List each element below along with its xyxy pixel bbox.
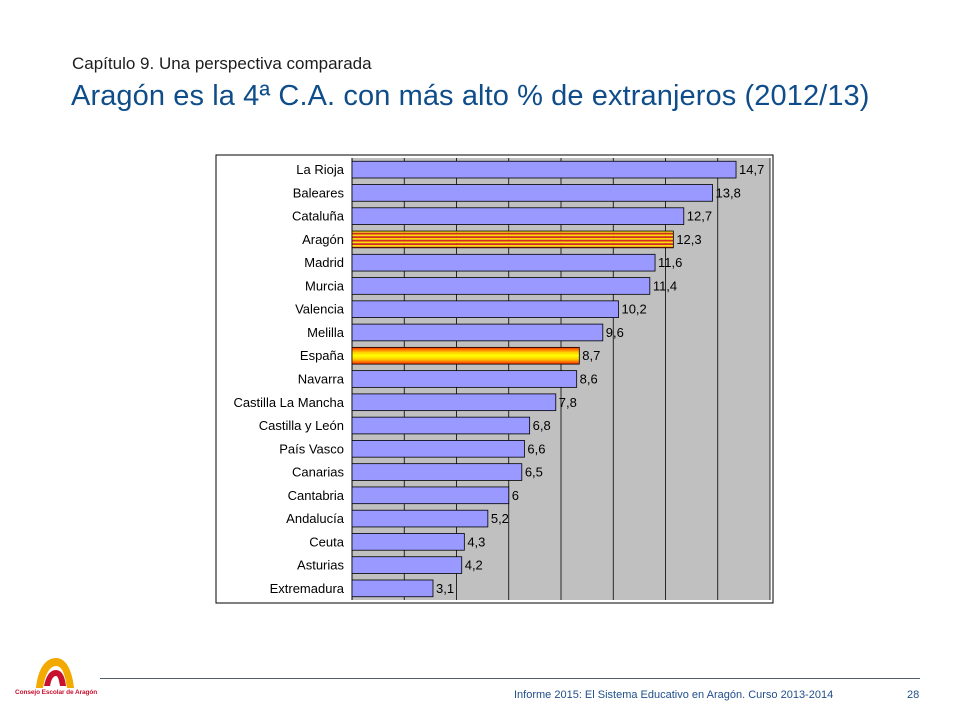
page-number: 28: [907, 689, 920, 701]
value-label: 14,7: [739, 162, 764, 177]
value-label: 7,8: [559, 395, 577, 410]
value-label: 8,6: [580, 372, 598, 387]
value-label: 8,7: [582, 348, 600, 363]
value-label: 5,2: [491, 511, 509, 526]
category-label: Ceuta: [309, 534, 344, 549]
category-label: La Rioja: [296, 162, 344, 177]
value-label: 11,6: [658, 255, 682, 270]
category-label: Navarra: [298, 372, 345, 387]
category-label: Valencia: [295, 302, 345, 317]
bar-murcia: [351, 277, 651, 295]
value-label: 6: [512, 488, 519, 503]
logo-caption: Consejo Escolar de Aragón: [15, 689, 98, 696]
logo-mark-icon: [36, 658, 74, 688]
value-label: 11,4: [653, 278, 677, 293]
bar-chart-svg: La Rioja 14,7 Baleares 13,8 Cataluña 12,7 Arag…: [215, 154, 774, 604]
bar-extremadura: [351, 579, 434, 598]
value-label: 6,5: [525, 465, 543, 480]
category-label: Castilla La Mancha: [233, 395, 344, 410]
category-label: Extremadura: [270, 581, 345, 596]
bar-país-vasco: [351, 440, 525, 458]
category-label: Andalucía: [286, 511, 345, 526]
bar-madrid: [351, 253, 656, 272]
value-label: 4,3: [467, 534, 485, 549]
category-label: Melilla: [307, 325, 345, 340]
category-label: Murcia: [305, 278, 345, 293]
value-label: 4,2: [465, 558, 483, 573]
bar-andalucía: [351, 509, 489, 528]
category-label: Cataluña: [292, 209, 345, 224]
bar-cantabria: [351, 486, 510, 505]
bar-navarra: [351, 370, 578, 388]
bar-asturias: [351, 556, 463, 574]
value-label: 12,7: [687, 209, 712, 224]
bar-ceuta: [351, 533, 465, 551]
value-label: 10,2: [621, 302, 646, 317]
category-label: Cantabria: [288, 488, 345, 503]
consejo-escolar-logo: [14, 650, 96, 700]
value-label: 13,8: [716, 185, 741, 200]
bar-aragón: [351, 230, 674, 249]
bar-melilla: [351, 323, 604, 342]
category-label: Aragón: [302, 232, 344, 247]
chapter-subtitle: Capítulo 9. Una perspectiva comparada: [72, 54, 372, 73]
category-label: Madrid: [304, 255, 344, 270]
bar-baleares: [351, 184, 713, 202]
category-label: Baleares: [293, 185, 345, 200]
bar-españa: [351, 346, 580, 365]
value-label: 6,6: [527, 441, 545, 456]
slide-title: Aragón es la 4ª C.A. con más alto % de e…: [71, 80, 870, 112]
bar-chart: La Rioja 14,7 Baleares 13,8 Cataluña 12,7 Arag…: [215, 154, 774, 604]
bar-castilla-y-león: [351, 416, 531, 435]
category-label: Castilla y León: [259, 418, 344, 433]
value-label: 6,8: [533, 418, 551, 433]
value-label: 9,6: [606, 325, 624, 340]
bar-la-rioja: [351, 160, 737, 179]
bar-castilla-la-mancha: [351, 393, 557, 412]
bar-cataluña: [351, 207, 685, 225]
footer-divider: [100, 678, 920, 679]
bar-canarias: [351, 463, 523, 481]
category-label: Asturias: [297, 558, 344, 573]
category-label: España: [300, 348, 345, 363]
value-label: 12,3: [676, 232, 701, 247]
category-label: País Vasco: [279, 441, 344, 456]
footer-report-title: Informe 2015: El Sistema Educativo en Ar…: [514, 689, 834, 701]
bar-valencia: [351, 300, 619, 318]
category-label: Canarias: [292, 465, 345, 480]
value-label: 3,1: [436, 581, 454, 596]
